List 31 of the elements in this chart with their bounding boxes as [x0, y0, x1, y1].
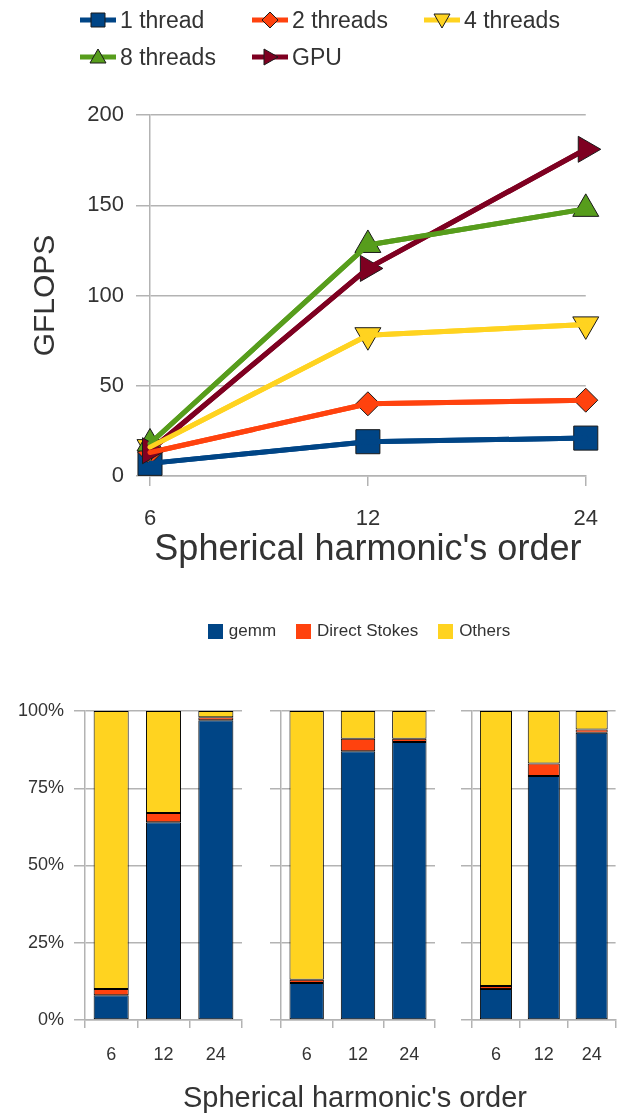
x-tick-label: 12: [153, 1043, 174, 1064]
x-tick-label: 12: [533, 1043, 554, 1064]
x-tick-label: 6: [143, 505, 157, 531]
x-tick-label: 6: [490, 1043, 501, 1064]
legend-label: 1 thread: [120, 7, 205, 33]
point: [573, 425, 599, 451]
x-tick-label: 24: [205, 1043, 226, 1064]
y-tick-label: 100%: [17, 699, 64, 720]
x-axis-title: Spherical harmonic's order: [182, 1080, 528, 1115]
legend-label: Others: [459, 620, 511, 642]
legend-label: 8 threads: [120, 44, 216, 70]
legend-label: 4 threads: [464, 7, 560, 33]
legend-label: Direct Stokes: [317, 620, 419, 642]
x-tick-label: 12: [347, 1043, 369, 1064]
x-tick-label: 6: [301, 1043, 312, 1064]
legend-label: gemm: [228, 620, 277, 642]
x-tick-label: 6: [106, 1043, 117, 1064]
y-tick-label: 200: [87, 101, 124, 127]
x-tick-label: 24: [581, 1043, 602, 1064]
y-tick-label: 25%: [27, 931, 64, 952]
y-tick-label: 0%: [37, 1008, 64, 1029]
y-tick-label: 0: [111, 462, 124, 488]
x-tick-label: 24: [399, 1043, 420, 1064]
y-tick-label: 50: [99, 371, 124, 397]
legend-label: GPU: [292, 44, 342, 70]
legend-label: 2 threads: [292, 7, 388, 33]
y-tick-label: 150: [87, 191, 124, 217]
y-tick-label: 50%: [27, 854, 64, 875]
y-tick-label: 100: [87, 281, 124, 307]
y-tick-label: 75%: [27, 777, 64, 798]
y-axis-title: GFLOPS: [27, 234, 61, 357]
